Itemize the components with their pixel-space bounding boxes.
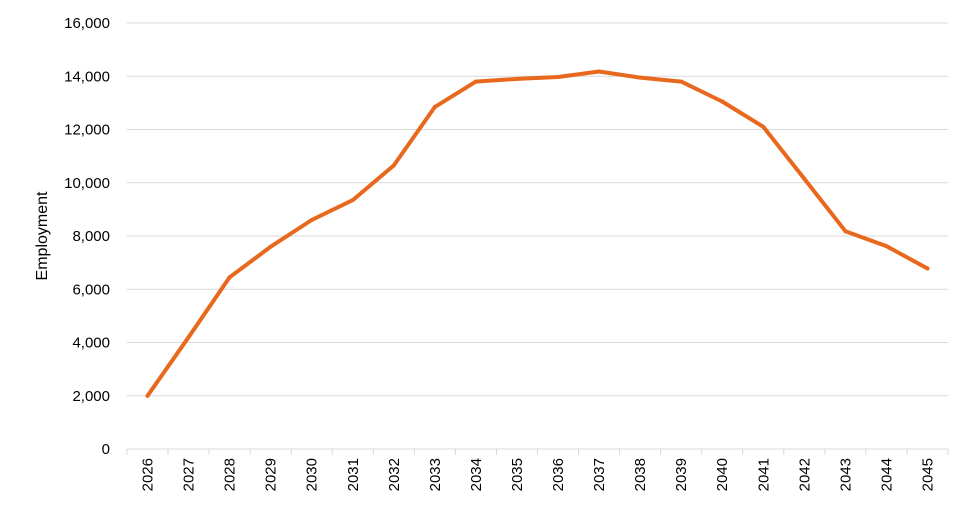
data-point xyxy=(597,69,602,74)
series-line xyxy=(145,69,930,398)
x-tick-label: 2027 xyxy=(181,458,198,491)
x-tick-label: 2035 xyxy=(509,458,526,491)
data-point xyxy=(227,275,232,280)
x-tick-label: 2037 xyxy=(591,458,608,491)
x-tick-label: 2043 xyxy=(837,458,854,491)
y-tick-label: 12,000 xyxy=(64,122,110,139)
data-point xyxy=(514,76,519,81)
x-tick-label: 2028 xyxy=(222,458,239,491)
x-axis xyxy=(126,448,949,455)
data-point xyxy=(884,244,889,249)
data-point xyxy=(843,229,848,234)
data-point xyxy=(720,99,725,104)
x-tick-label: 2038 xyxy=(632,458,649,491)
x-tick-label: 2041 xyxy=(755,458,772,491)
data-point xyxy=(432,104,437,109)
x-tick-label: 2040 xyxy=(714,458,731,491)
data-point xyxy=(391,163,396,168)
y-tick-label: 14,000 xyxy=(64,68,110,85)
data-point xyxy=(802,176,807,181)
data-point xyxy=(925,266,930,271)
x-tick-label: 2030 xyxy=(304,458,321,491)
x-tick-label: 2034 xyxy=(468,458,485,491)
data-point xyxy=(186,335,191,340)
data-point xyxy=(761,124,766,129)
y-tick-label: 10,000 xyxy=(64,175,110,192)
x-tick-label: 2044 xyxy=(878,458,895,491)
y-tick-label: 2,000 xyxy=(72,388,110,405)
y-tick-label: 0 xyxy=(102,441,110,458)
data-point xyxy=(679,79,684,84)
y-tick-label: 4,000 xyxy=(72,335,110,352)
data-point xyxy=(473,79,478,84)
y-tick-label: 16,000 xyxy=(64,15,110,32)
x-tick-label: 2026 xyxy=(140,458,157,491)
x-tick-label: 2039 xyxy=(673,458,690,491)
y-tick-label: 6,000 xyxy=(72,281,110,298)
data-point xyxy=(638,75,643,80)
y-axis-tick-labels: 0 2,000 4,000 6,000 8,000 10,000 12,000 14,000 1… xyxy=(64,15,110,458)
x-tick-label: 2029 xyxy=(263,458,280,491)
x-axis-tick-labels: 2026 2027 2028 2029 2030 2031 2032 2033 2034 2035… xyxy=(140,458,937,491)
gridlines xyxy=(127,22,948,397)
x-tick-label: 2036 xyxy=(550,458,567,491)
data-point xyxy=(556,75,561,80)
x-tick-label: 2032 xyxy=(386,458,403,491)
x-tick-label: 2033 xyxy=(427,458,444,491)
x-tick-label: 2042 xyxy=(796,458,813,491)
data-point xyxy=(268,244,273,249)
data-point xyxy=(145,393,150,398)
data-point xyxy=(350,198,355,203)
x-tick-label: 2045 xyxy=(919,458,936,491)
data-point xyxy=(309,218,314,223)
y-axis-title: Employment xyxy=(34,191,51,280)
series-lines xyxy=(145,69,930,398)
y-tick-label: 8,000 xyxy=(72,228,110,245)
x-tick-label: 2031 xyxy=(345,458,362,491)
